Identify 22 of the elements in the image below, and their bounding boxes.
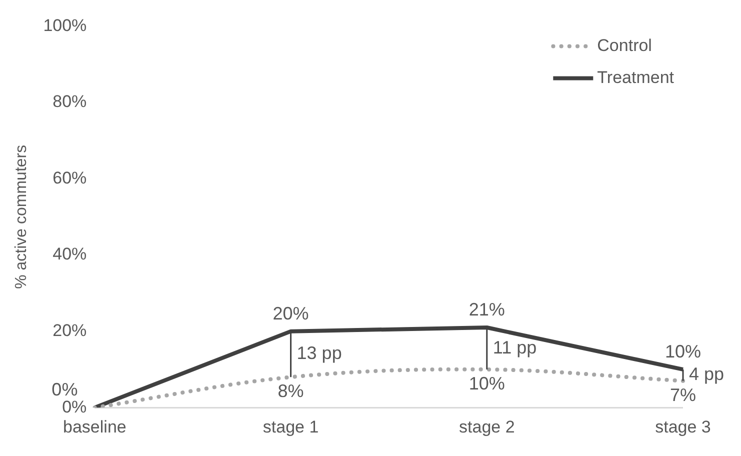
x-tick-label: stage 2 [459,417,515,436]
data-label: 8% [278,381,304,402]
data-label: 20% [272,303,309,324]
annotation: 13 pp [296,343,342,364]
x-tick-label: stage 1 [262,417,319,436]
annotation: 11 pp [492,337,537,358]
text: 4 pp [689,364,724,384]
data-label: 10% [468,373,505,394]
data-label: 7% [670,384,696,405]
legend-label: Control [597,36,652,55]
y-tick-label: 40% [52,244,87,264]
y-tick-label: 60% [52,168,87,188]
x-tick-label: stage 3 [655,417,711,436]
x-tick-label: baseline [63,417,126,436]
y-tick-label: 100% [43,16,87,35]
data-label: 21% [468,299,505,320]
data-label: 10% [664,341,702,362]
y-tick-label: 20% [52,321,87,340]
y-tick-label: 0% [62,397,87,416]
legend-label: Treatment [597,68,674,87]
y-tick-label: 80% [52,92,87,112]
y-axis-title: % active commuters [13,144,30,289]
